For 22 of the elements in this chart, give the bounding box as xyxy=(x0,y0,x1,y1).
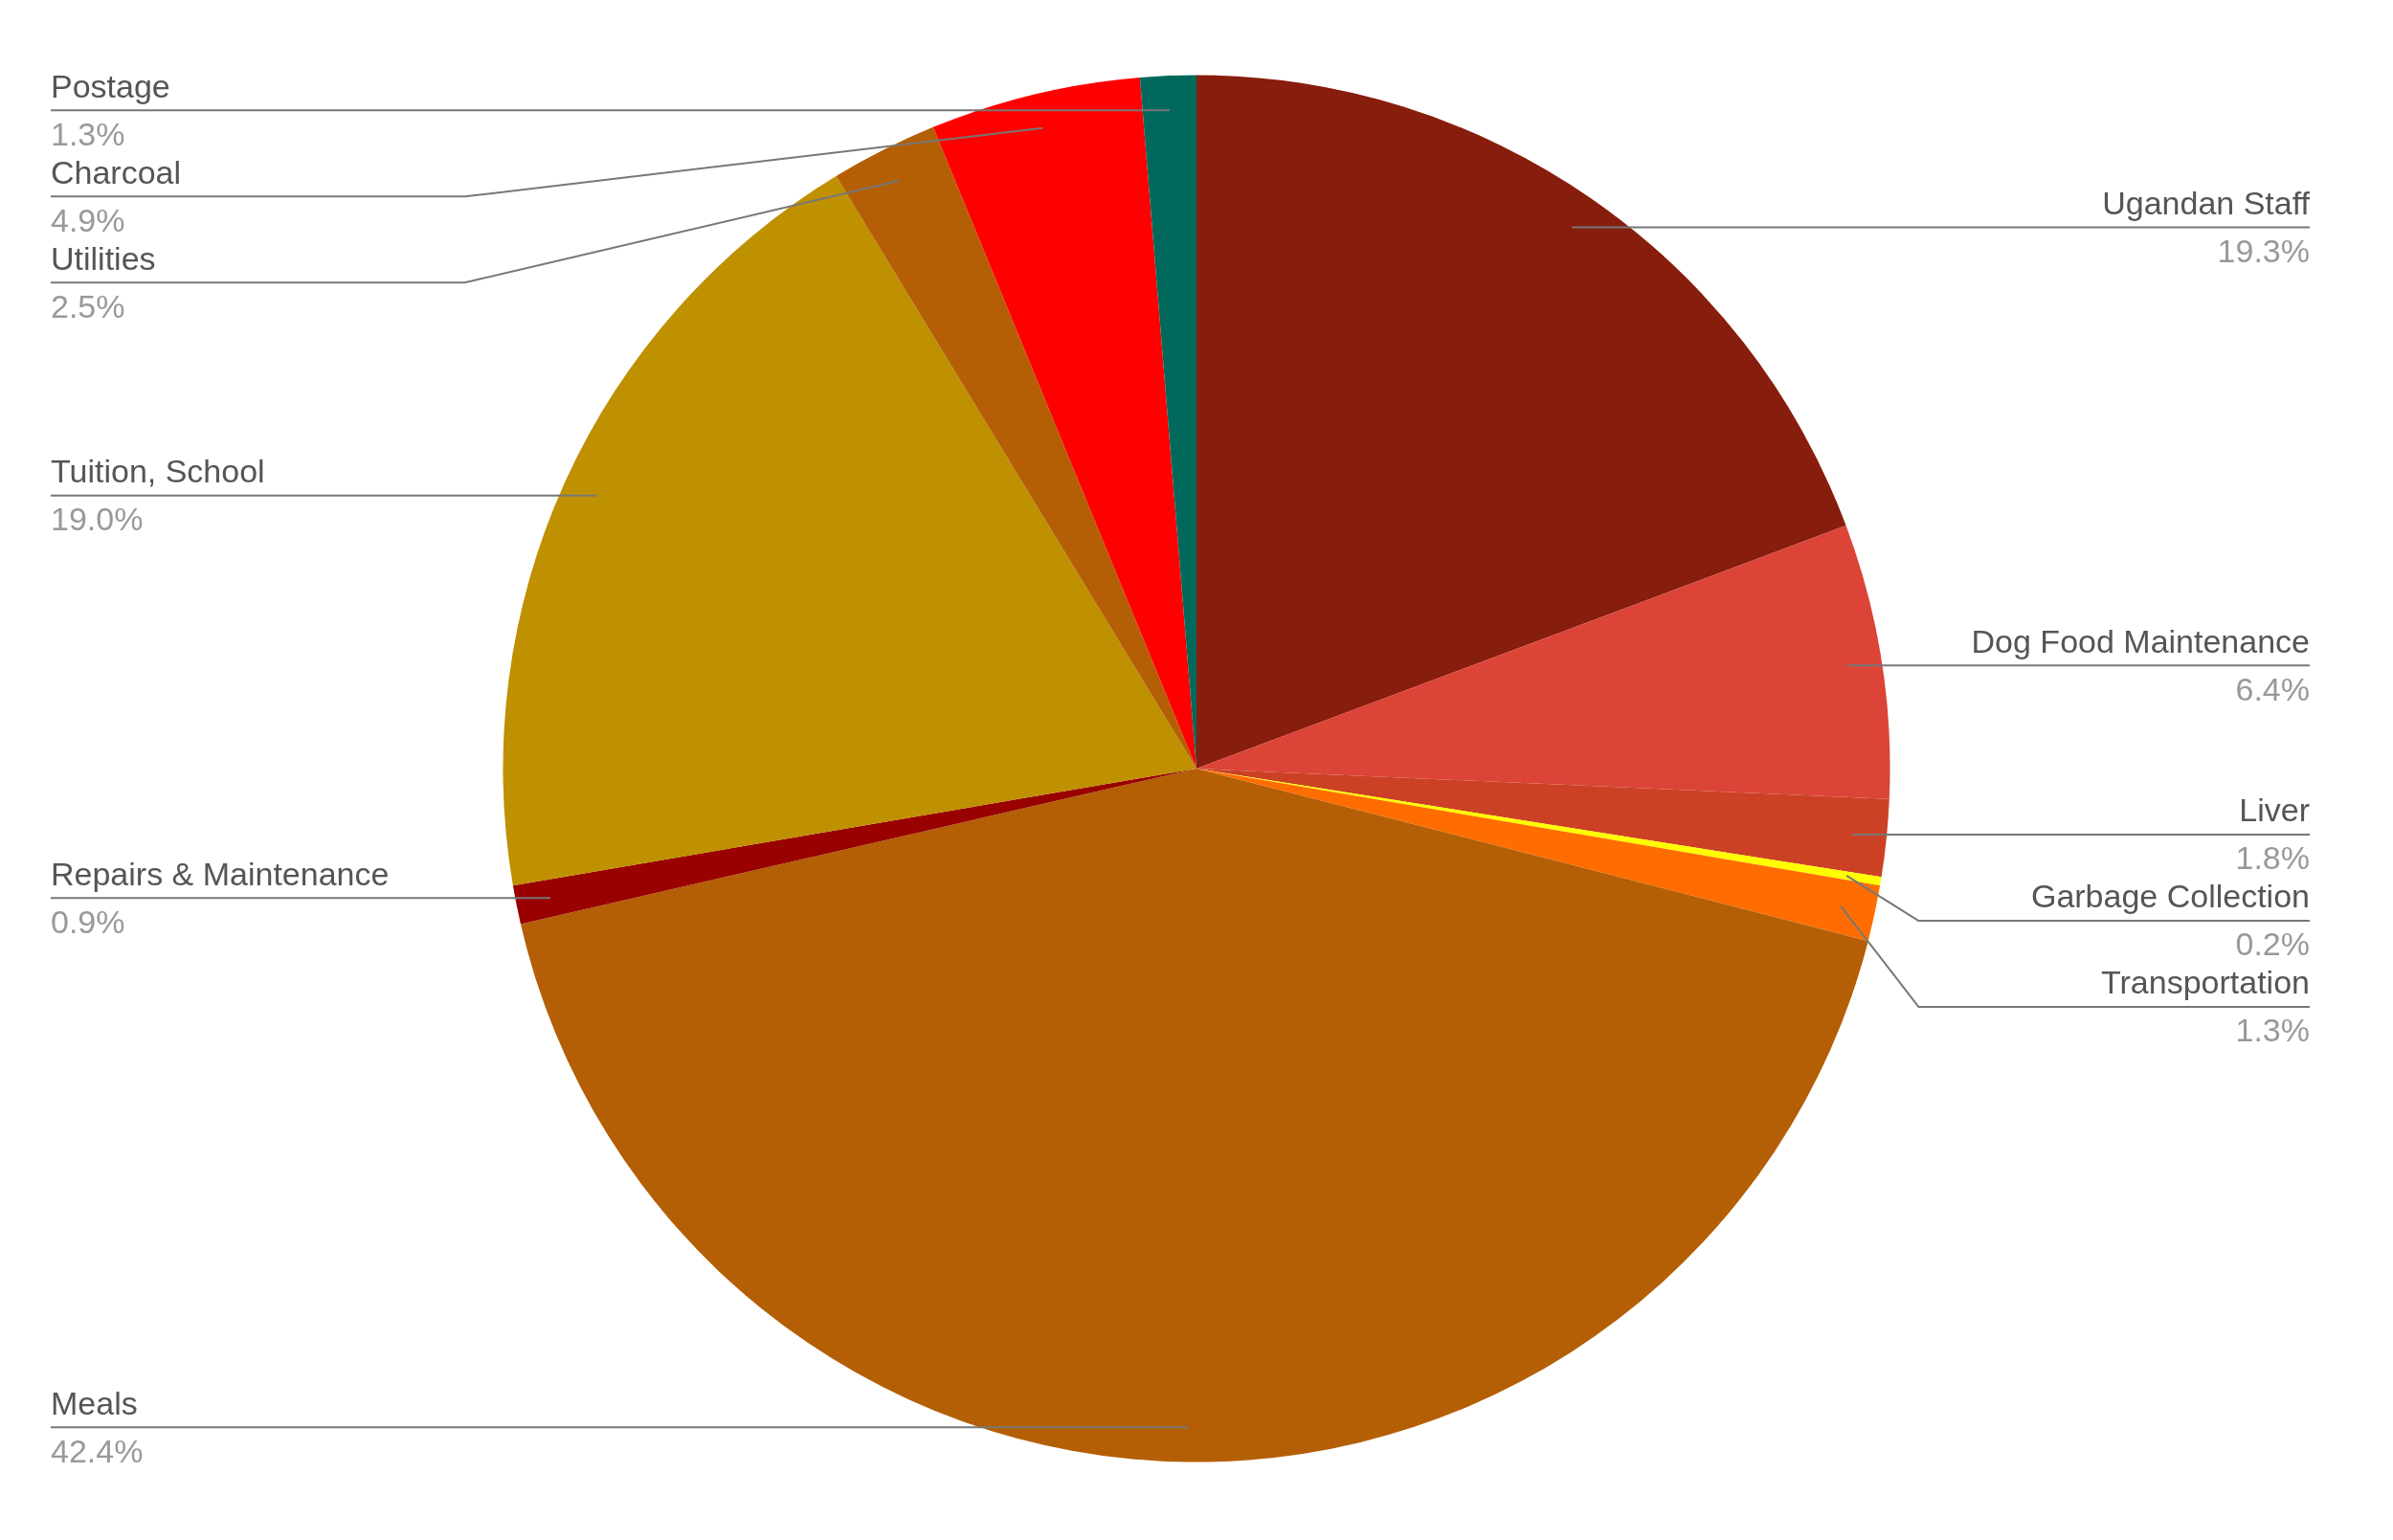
slice-label: Garbage Collection xyxy=(2030,878,2310,915)
slice-label: Tuition, School xyxy=(51,453,265,490)
slice-label: Ugandan Staff xyxy=(2102,184,2311,221)
data-label: 0.2% xyxy=(2235,926,2310,963)
data-label: 4.9% xyxy=(51,201,125,238)
data-label: 1.3% xyxy=(2235,1012,2310,1049)
slice-label: Charcoal xyxy=(51,153,182,190)
slice-label: Repairs & Maintenance xyxy=(51,855,390,892)
slice-label: Postage xyxy=(51,67,170,104)
data-label: 1.3% xyxy=(51,115,125,152)
data-label: 0.9% xyxy=(51,903,125,940)
data-label: 19.3% xyxy=(2217,232,2310,269)
data-label: 19.0% xyxy=(51,501,144,538)
slice-label: Meals xyxy=(51,1384,138,1421)
data-label: 6.4% xyxy=(2235,670,2310,707)
data-label: 42.4% xyxy=(51,1432,144,1469)
slice-label: Utilities xyxy=(51,239,156,277)
slice-label: Liver xyxy=(2239,792,2310,829)
data-label: 2.5% xyxy=(51,287,125,324)
slice-label: Dog Food Maintenance xyxy=(1971,622,2310,659)
slice-label: Transportation xyxy=(2101,964,2310,1001)
data-label: 1.8% xyxy=(2235,839,2310,877)
